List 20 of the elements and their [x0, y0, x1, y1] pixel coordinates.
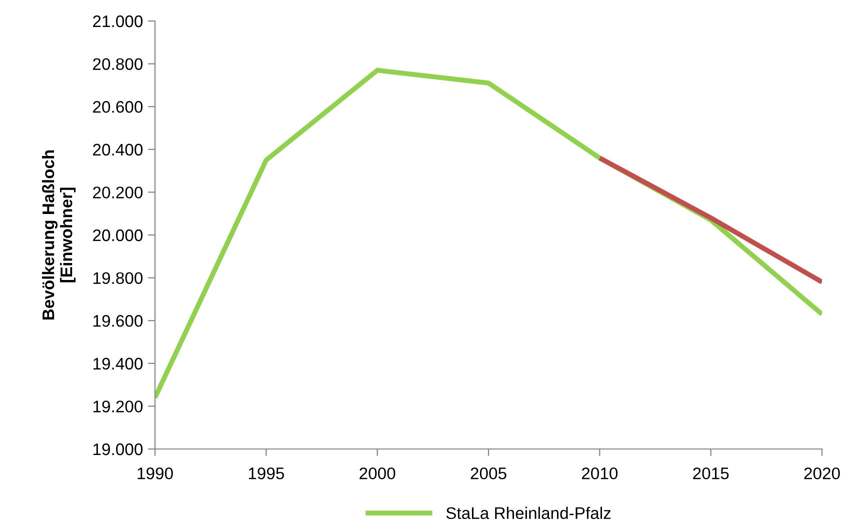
y-tick-label: 19.800: [93, 272, 143, 284]
y-tick-label: 20.200: [93, 186, 143, 198]
y-tick-label: 21.000: [93, 15, 143, 28]
y-tick-label: 20.600: [93, 101, 143, 113]
y-tick-label: 20.000: [93, 229, 143, 242]
y-tick-label: 20.400: [93, 144, 143, 156]
x-tick-label: 1995: [248, 467, 284, 480]
legend-label: StaLa Rheinland-Pfalz: [446, 506, 611, 520]
x-tick-label: 2010: [582, 467, 618, 480]
y-tick-label: 20.800: [93, 58, 143, 70]
x-tick-label: 2005: [470, 467, 506, 480]
y-axis-title: Bevölkerung Haßloch [Einwohner]: [42, 150, 76, 320]
x-tick-label: 2015: [693, 467, 729, 480]
y-tick-label: 19.600: [93, 315, 143, 327]
y-tick-label: 19.200: [93, 400, 143, 412]
x-tick-label: 1990: [138, 467, 173, 480]
y-tick-label: 19.000: [93, 443, 143, 456]
y-tick-label: 19.400: [93, 358, 143, 370]
x-tick-label: 2020: [804, 467, 840, 480]
x-tick-label: 2000: [360, 467, 396, 480]
